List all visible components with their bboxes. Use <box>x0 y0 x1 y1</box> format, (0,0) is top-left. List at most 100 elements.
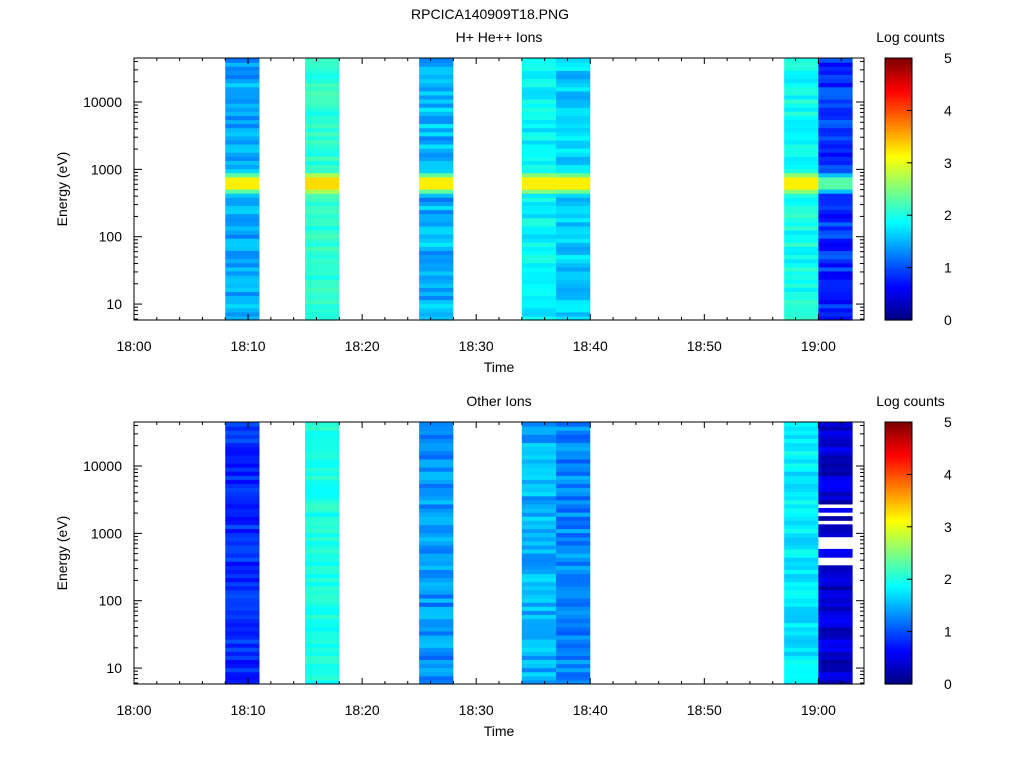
energy-bin <box>305 675 340 681</box>
energy-bin <box>818 62 853 67</box>
x-tick-label: 18:20 <box>345 338 380 354</box>
energy-bin <box>784 229 819 235</box>
energy-bin <box>419 311 454 317</box>
energy-bin <box>818 86 853 92</box>
energy-bin <box>784 516 819 521</box>
colorbar-step <box>885 545 912 549</box>
energy-bin <box>818 242 853 247</box>
energy-bin <box>225 135 260 141</box>
energy-bin <box>556 557 591 562</box>
energy-bin <box>818 671 853 677</box>
energy-bin <box>784 651 819 656</box>
energy-bin <box>521 221 557 227</box>
energy-bin <box>818 634 853 640</box>
energy-bin <box>225 311 260 317</box>
energy-bin <box>818 266 853 272</box>
energy-bin <box>556 58 591 63</box>
energy-bin <box>556 303 591 309</box>
energy-bin <box>521 491 557 497</box>
energy-bin <box>556 164 591 170</box>
energy-bin <box>521 250 557 256</box>
energy-bin <box>521 131 557 137</box>
energy-bin <box>784 520 819 525</box>
energy-bin <box>556 507 591 513</box>
energy-bin <box>419 217 454 223</box>
colorbar-step <box>885 136 912 140</box>
energy-bin <box>556 679 591 685</box>
energy-bin <box>818 160 853 166</box>
colorbar-step <box>885 469 912 473</box>
energy-bin <box>419 66 454 71</box>
energy-bin <box>818 164 853 170</box>
x-tick-label: 18:10 <box>231 702 266 718</box>
energy-bin <box>419 651 454 656</box>
energy-bin <box>521 589 557 595</box>
colorbar-step <box>885 553 912 557</box>
energy-bin <box>556 462 591 468</box>
energy-bin <box>225 598 260 603</box>
energy-bin <box>784 58 819 63</box>
energy-bin <box>818 270 853 276</box>
energy-bin <box>784 438 819 444</box>
energy-bin <box>305 254 340 260</box>
energy-bin <box>556 516 591 521</box>
energy-bin <box>784 180 819 186</box>
energy-bin <box>556 487 591 493</box>
colorbar-tick-label: 2 <box>944 571 952 587</box>
colorbar-step <box>885 608 912 612</box>
energy-bin <box>225 221 260 227</box>
energy-bin <box>225 557 260 562</box>
colorbar-step <box>885 58 912 62</box>
energy-bin <box>556 593 591 599</box>
energy-bin <box>225 524 260 530</box>
energy-bin <box>521 622 557 628</box>
energy-bin <box>556 274 591 280</box>
energy-bin <box>818 209 853 215</box>
energy-bin <box>521 450 557 456</box>
energy-bin <box>818 131 853 137</box>
colorbar-step <box>885 220 912 224</box>
panel-2: Other Ions 18:00 18:10 18:20 18:30 18:40 18:50… <box>54 393 952 739</box>
energy-bin <box>521 234 557 239</box>
colorbar-step <box>885 249 912 253</box>
energy-bin <box>419 581 454 587</box>
energy-bin <box>305 422 340 427</box>
energy-bin <box>305 82 340 88</box>
energy-bin <box>818 213 853 219</box>
colorbar-step <box>885 270 912 274</box>
energy-bin <box>305 299 340 305</box>
energy-bin <box>818 499 853 505</box>
colorbar-step <box>885 631 912 635</box>
energy-bin <box>818 66 853 71</box>
energy-bin <box>784 548 819 554</box>
energy-bin <box>419 565 454 570</box>
energy-bin <box>784 78 819 84</box>
y-tick-label: 10 <box>106 296 122 312</box>
colorbar-step <box>885 471 912 475</box>
energy-bin <box>305 287 340 292</box>
energy-bin <box>521 618 557 624</box>
energy-bin <box>305 283 340 288</box>
energy-bin <box>419 487 454 493</box>
energy-bin <box>784 524 819 530</box>
energy-bin <box>225 156 260 161</box>
energy-bin <box>556 634 591 640</box>
energy-bin <box>556 229 591 235</box>
energy-bin <box>225 512 260 517</box>
colorbar-step <box>885 160 912 164</box>
energy-bin <box>784 454 819 460</box>
energy-bin <box>305 209 340 215</box>
energy-bin <box>818 262 853 268</box>
energy-bin <box>521 422 557 427</box>
energy-bin <box>225 467 260 472</box>
energy-bin <box>225 283 260 288</box>
energy-bin <box>305 111 340 116</box>
energy-bin <box>784 70 819 75</box>
energy-bin <box>784 467 819 472</box>
colorbar-step <box>885 102 912 106</box>
energy-bin <box>556 675 591 681</box>
colorbar-step <box>885 225 912 229</box>
energy-bin <box>818 643 853 648</box>
energy-bin <box>521 123 557 129</box>
colorbar-step <box>885 587 912 591</box>
